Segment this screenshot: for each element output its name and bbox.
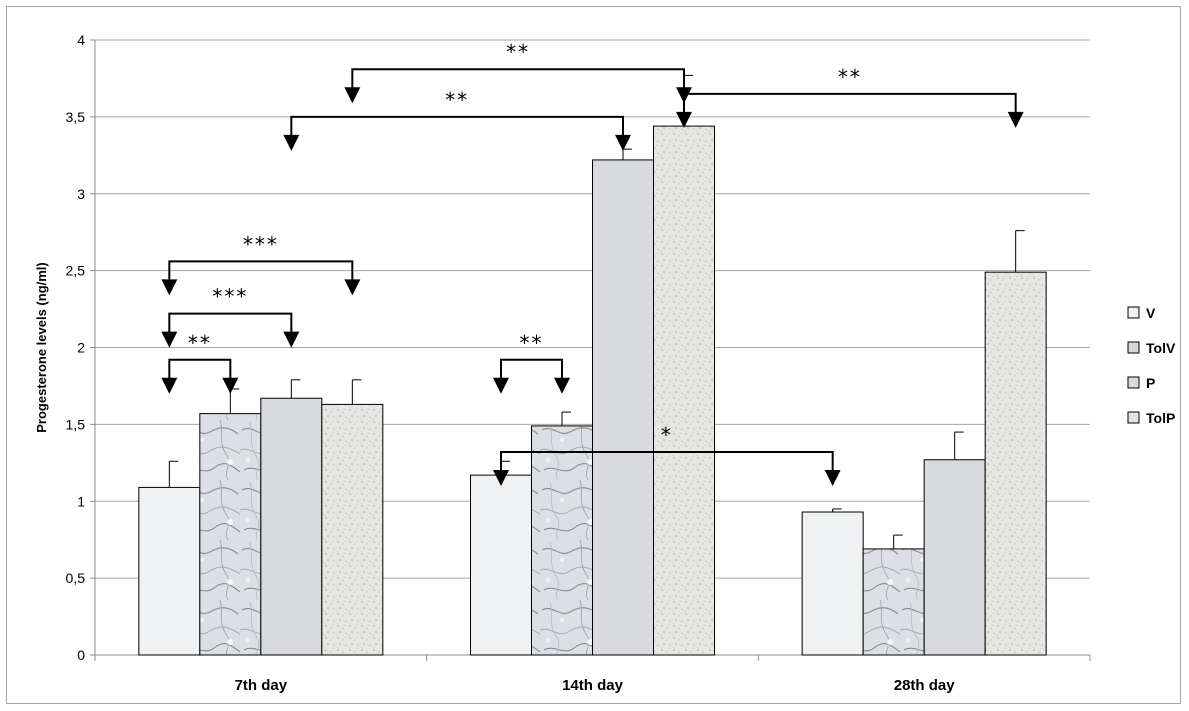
significance-label: ** — [445, 88, 469, 112]
y-axis-label: Progesterone levels (ng/ml) — [34, 262, 49, 433]
significance-label: *** — [212, 285, 248, 309]
significance-label: ** — [506, 40, 530, 64]
significance-label: ** — [520, 331, 544, 355]
x-tick-label: 28th day — [894, 677, 956, 694]
bar-tolv — [199, 413, 262, 656]
y-tick-label: 1,5 — [66, 416, 86, 432]
bar-p — [923, 459, 986, 656]
arrow-down-icon — [676, 111, 692, 128]
y-tick-label: 3 — [77, 186, 85, 202]
significance-bracket: *** — [161, 285, 300, 348]
significance-bracket: ** — [283, 88, 631, 151]
significance-label: *** — [243, 232, 279, 256]
significance-label: ** — [838, 65, 862, 89]
bracket-line — [168, 260, 354, 284]
bar-v — [138, 486, 201, 656]
axes: 0 0,5 1 1,5 2 2,5 3 3,5 4 7th day 14th day 28th day — [66, 32, 1091, 694]
bars — [138, 74, 1047, 656]
legend-swatch — [1127, 411, 1140, 424]
y-tick-label: 3,5 — [66, 109, 86, 125]
bracket-line — [290, 115, 624, 139]
significance-bracket: *** — [161, 232, 361, 296]
y-tick-label: 4 — [77, 32, 85, 48]
legend-label: TolV — [1146, 340, 1176, 356]
bar-tolp — [321, 403, 384, 656]
bar-v — [801, 511, 864, 656]
significance-bracket: ** — [161, 331, 239, 394]
arrow-down-icon — [344, 87, 361, 104]
y-tick-label: 2 — [77, 340, 85, 356]
arrow-down-icon — [161, 279, 178, 296]
significance-label: ** — [188, 331, 212, 355]
y-tick-label: 0 — [77, 647, 85, 663]
y-tick-label: 0,5 — [66, 570, 86, 586]
bracket-line — [683, 92, 1017, 116]
y-tick-label: 1 — [77, 493, 85, 509]
arrow-down-icon — [283, 134, 300, 151]
bar-tolp — [984, 271, 1047, 656]
significance-bracket: ** — [493, 331, 570, 394]
arrow-down-icon — [222, 377, 239, 394]
arrow-down-icon — [493, 377, 509, 394]
bar-p — [592, 159, 654, 656]
legend-label: TolP — [1146, 410, 1175, 426]
arrow-down-icon — [824, 470, 841, 487]
bar-p — [260, 397, 323, 656]
legend: V TolV P TolP — [1127, 305, 1176, 426]
arrow-down-icon — [493, 470, 509, 487]
x-tick-label: 14th day — [562, 677, 624, 694]
bracket-line — [351, 68, 685, 92]
arrow-down-icon — [1007, 111, 1024, 128]
arrow-down-icon — [161, 377, 178, 394]
significance-bracket: * — [493, 423, 841, 487]
y-tick-label: 2,5 — [66, 263, 86, 279]
bar-v — [470, 474, 532, 656]
legend-label: P — [1146, 375, 1155, 391]
significance-bracket: ** — [676, 65, 1024, 128]
legend-label: V — [1146, 305, 1156, 321]
arrow-down-icon — [161, 331, 178, 348]
x-tick-label: 7th day — [235, 677, 288, 694]
bar-tolp — [653, 125, 715, 656]
bracket-line — [500, 451, 834, 475]
legend-swatch — [1127, 376, 1140, 389]
bar-tolv — [531, 425, 593, 656]
arrow-down-icon — [615, 134, 631, 151]
bar-tolv — [862, 548, 925, 656]
bracket-line — [168, 358, 232, 382]
bracket-line — [168, 312, 293, 336]
legend-swatch — [1127, 306, 1140, 319]
arrow-down-icon — [283, 331, 300, 348]
significance-label: * — [661, 423, 673, 447]
bracket-line — [500, 358, 563, 382]
arrow-down-icon — [554, 377, 570, 394]
legend-swatch — [1127, 341, 1140, 354]
arrow-down-icon — [344, 279, 361, 296]
significance-bracket: ** — [344, 40, 692, 104]
significance-annotations: ***************** — [161, 40, 1024, 487]
